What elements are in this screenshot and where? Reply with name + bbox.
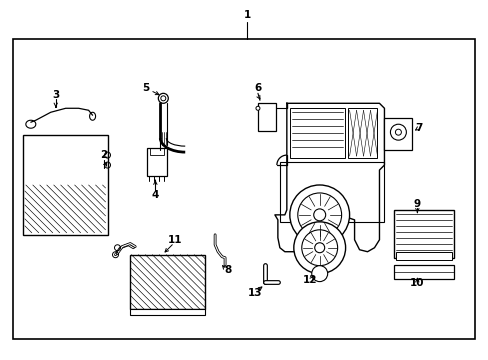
Text: 10: 10: [409, 278, 424, 288]
Text: 7: 7: [415, 123, 422, 133]
Text: 11: 11: [168, 235, 182, 245]
Bar: [394, 265, 453, 279]
Bar: [258, 103, 275, 131]
Circle shape: [389, 124, 406, 140]
Bar: [147, 148, 167, 176]
Circle shape: [314, 243, 324, 253]
Circle shape: [297, 193, 341, 237]
Bar: [347, 108, 377, 158]
Bar: [23, 135, 107, 235]
Circle shape: [395, 129, 401, 135]
Bar: [394, 210, 453, 258]
Text: 5: 5: [142, 84, 149, 93]
Bar: [384, 118, 411, 150]
Text: 8: 8: [224, 265, 231, 275]
Bar: [13, 39, 474, 339]
Bar: [396, 252, 451, 260]
Text: 4: 4: [151, 190, 159, 200]
Circle shape: [313, 209, 325, 221]
Text: 9: 9: [413, 199, 420, 209]
Circle shape: [255, 106, 260, 110]
Bar: [289, 108, 344, 158]
Circle shape: [289, 185, 349, 245]
Text: 1: 1: [243, 10, 250, 20]
Text: 3: 3: [52, 90, 59, 100]
Bar: [130, 255, 205, 310]
Circle shape: [311, 266, 327, 282]
Bar: [150, 148, 164, 155]
Circle shape: [293, 222, 345, 274]
Bar: [130, 310, 205, 315]
Text: 2: 2: [100, 150, 107, 160]
Text: 12: 12: [302, 275, 316, 285]
Polygon shape: [274, 103, 384, 252]
Circle shape: [301, 230, 337, 266]
Bar: [279, 162, 384, 222]
Text: 6: 6: [254, 84, 261, 93]
Text: 13: 13: [247, 288, 262, 298]
